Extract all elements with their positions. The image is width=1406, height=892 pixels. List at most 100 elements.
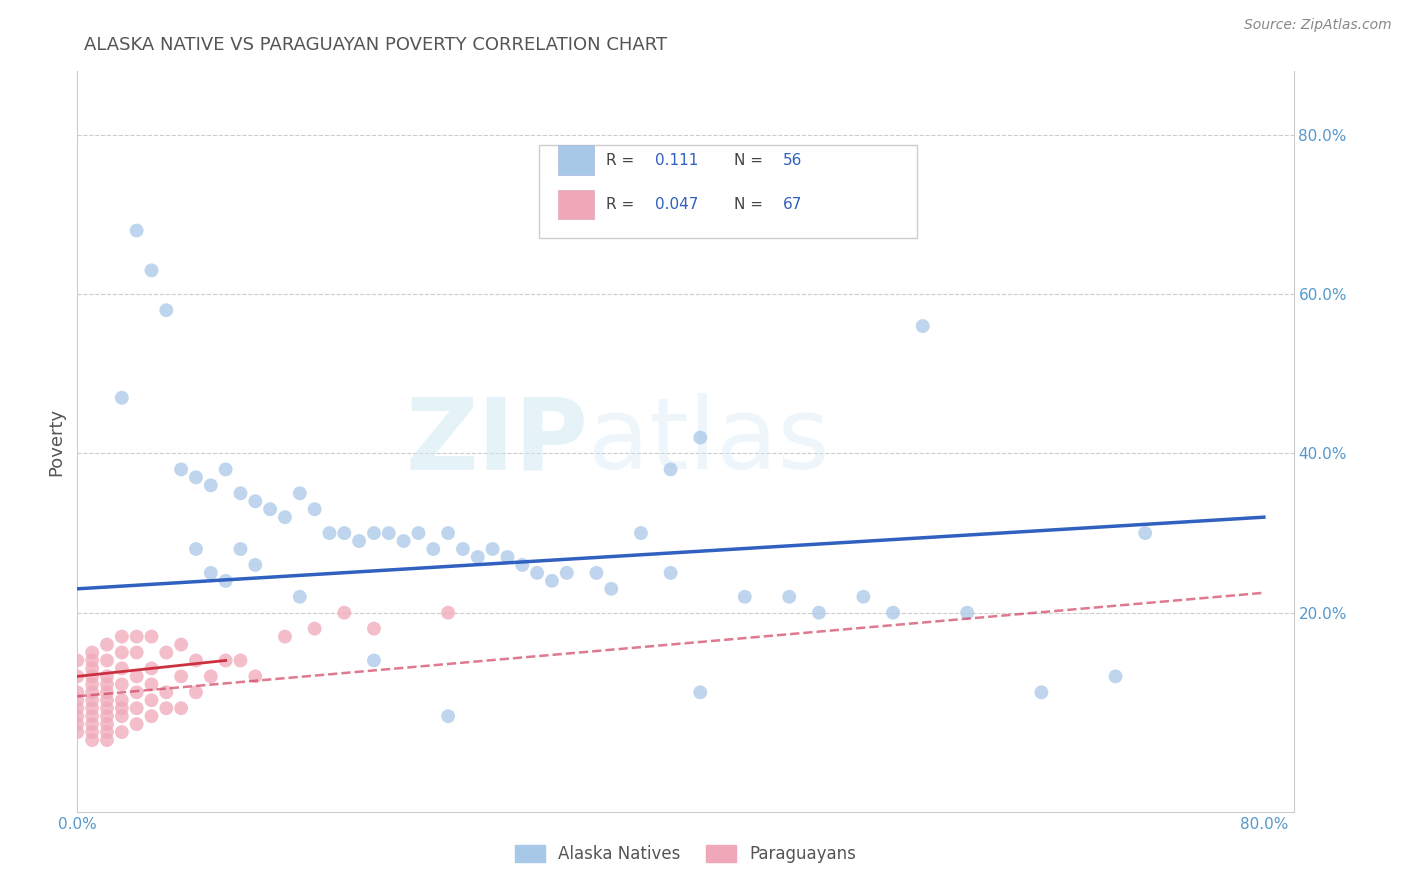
Point [659,566,682,580]
Point [96,725,118,739]
Point [408,526,430,541]
Point [66,725,89,739]
Point [229,653,252,667]
Point [82,693,104,707]
Point [214,653,236,667]
Point [96,685,118,699]
Point [911,319,934,334]
Point [82,685,104,699]
Point [82,701,104,715]
Point [141,677,163,691]
Point [141,693,163,707]
FancyBboxPatch shape [558,190,595,219]
Point [304,502,326,516]
Point [630,526,652,541]
Point [96,653,118,667]
Point [125,669,148,683]
Point [66,717,89,731]
Point [82,661,104,675]
Point [125,717,148,731]
Point [82,646,104,660]
Point [155,303,177,318]
Point [481,541,503,556]
Point [1104,669,1126,683]
Point [111,391,134,405]
Point [155,701,177,715]
Point [363,622,385,636]
Text: ALASKA NATIVE VS PARAGUAYAN POVERTY CORRELATION CHART: ALASKA NATIVE VS PARAGUAYAN POVERTY CORR… [84,36,668,54]
Text: 0.111: 0.111 [655,153,699,168]
Point [96,677,118,691]
Point [82,733,104,747]
Point [96,669,118,683]
Point [363,653,385,667]
Point [600,582,623,596]
Point [96,733,118,747]
Point [111,646,134,660]
Point [82,653,104,667]
Point [96,709,118,723]
Point [778,590,800,604]
Text: R =: R = [606,197,634,212]
Point [689,431,711,445]
Point [1031,685,1053,699]
Point [170,462,193,476]
Point [111,725,134,739]
Point [392,534,415,549]
Point [96,717,118,731]
Point [734,590,756,604]
Point [200,566,222,580]
Text: 67: 67 [783,197,801,212]
Point [555,566,578,580]
Point [852,590,875,604]
Point [96,693,118,707]
Text: N =: N = [734,153,763,168]
Point [437,709,460,723]
Point [82,717,104,731]
Point [437,606,460,620]
Point [125,646,148,660]
Point [125,630,148,644]
Point [96,701,118,715]
Point [245,494,267,508]
Point [141,709,163,723]
Point [585,566,607,580]
Point [170,638,193,652]
Point [333,606,356,620]
Point [125,685,148,699]
Point [496,549,519,564]
Point [82,725,104,739]
Text: ZIP: ZIP [405,393,588,490]
Point [141,263,163,277]
Y-axis label: Poverty: Poverty [48,408,66,475]
Point [526,566,548,580]
Point [82,669,104,683]
Point [82,709,104,723]
Legend: Alaska Natives, Paraguayans: Alaska Natives, Paraguayans [509,838,862,870]
Point [318,526,340,541]
Point [170,701,193,715]
Point [422,541,444,556]
Point [66,669,89,683]
Point [111,630,134,644]
Point [111,693,134,707]
Point [125,223,148,237]
Point [96,638,118,652]
Point [541,574,564,588]
Point [66,709,89,723]
Point [111,661,134,675]
Point [229,486,252,500]
Point [288,486,311,500]
Point [141,630,163,644]
Point [82,677,104,691]
Point [451,541,474,556]
Point [288,590,311,604]
Point [214,462,236,476]
Point [66,685,89,699]
Point [66,701,89,715]
FancyBboxPatch shape [558,145,595,175]
Point [807,606,830,620]
Point [125,701,148,715]
Text: Source: ZipAtlas.com: Source: ZipAtlas.com [1244,18,1392,32]
Point [333,526,356,541]
